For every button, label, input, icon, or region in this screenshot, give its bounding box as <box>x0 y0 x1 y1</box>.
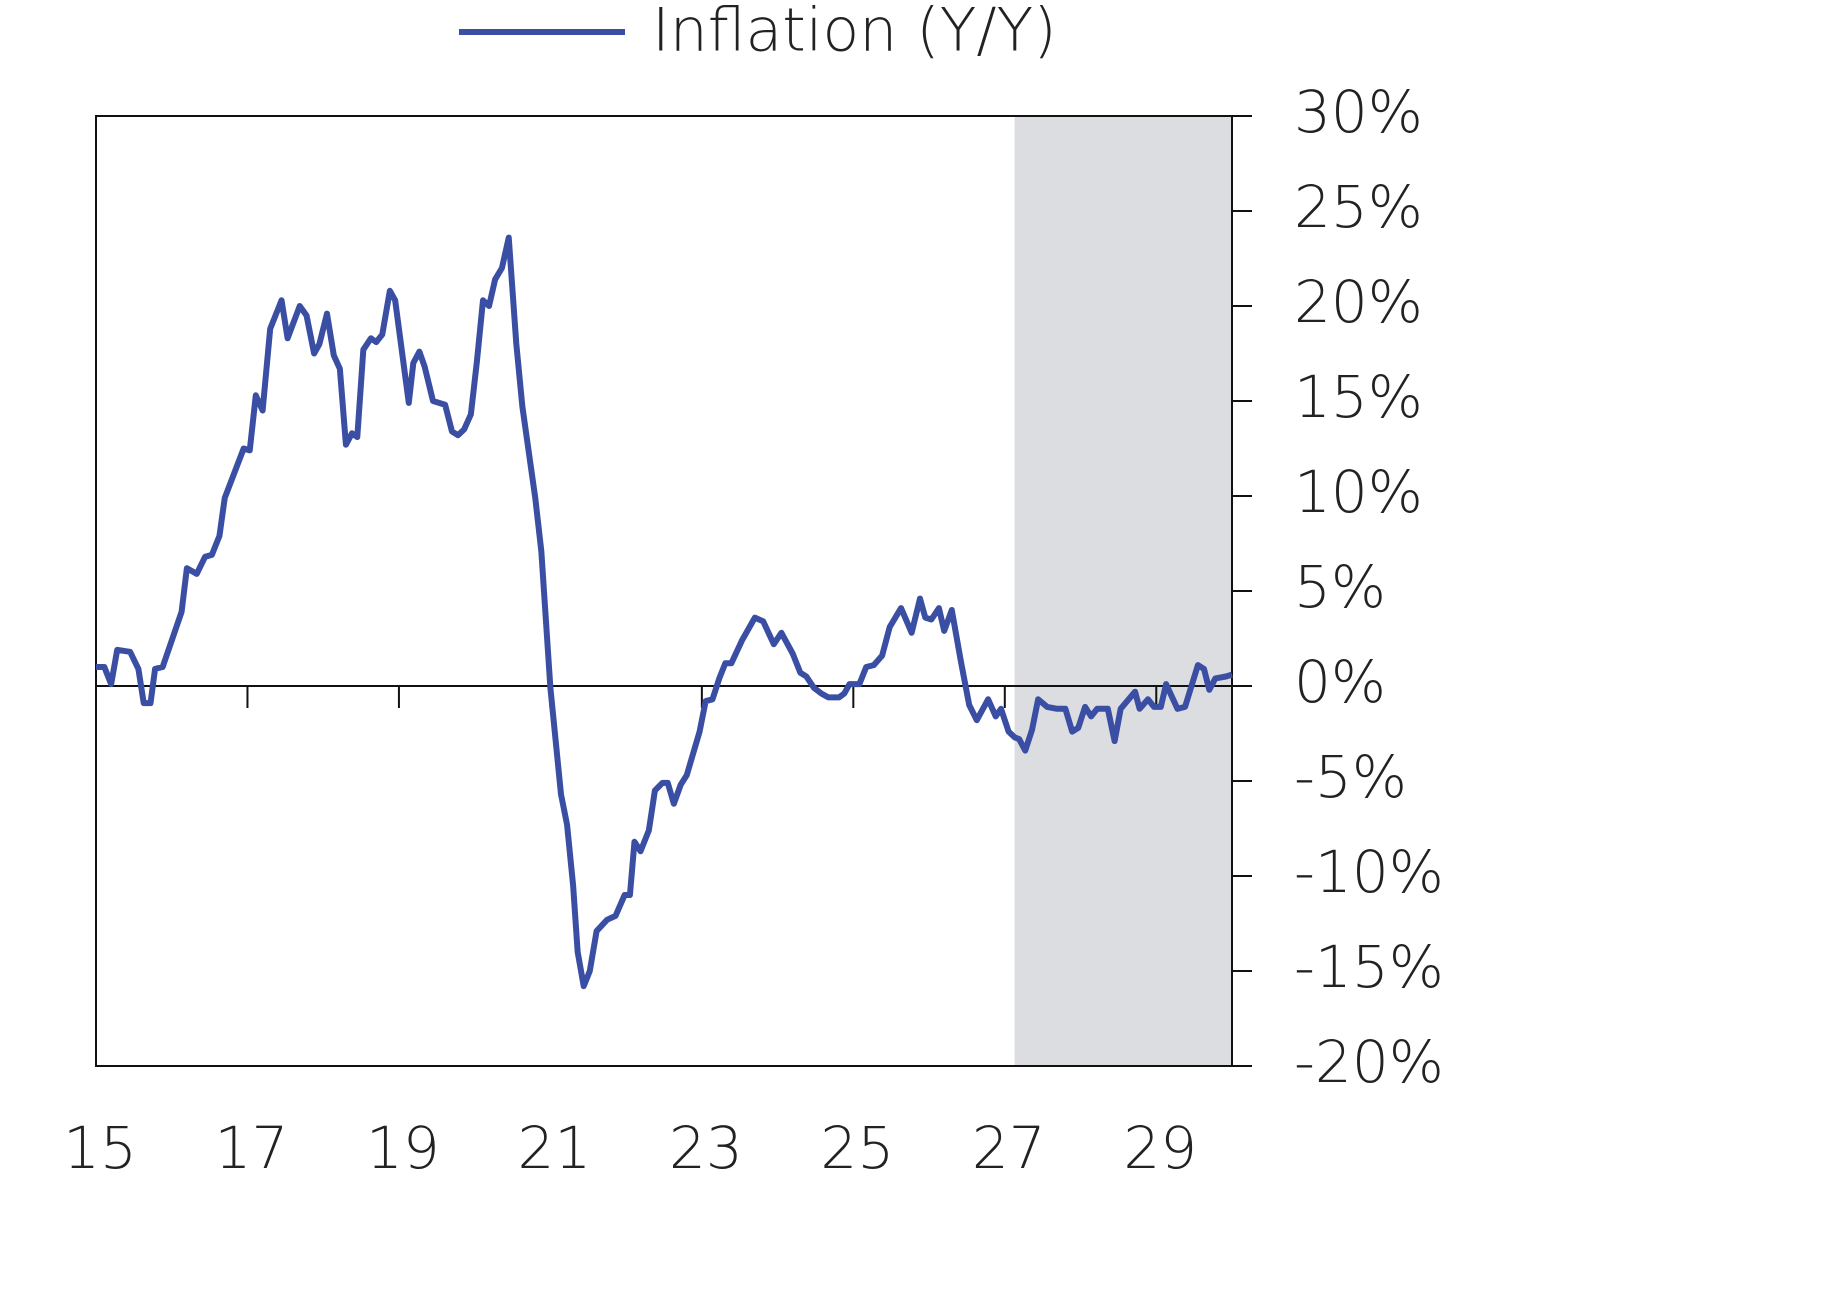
x-tick-label: 15 <box>63 1114 137 1182</box>
y-tick-label: 20% <box>1294 268 1423 336</box>
x-tick-label: 19 <box>366 1114 440 1182</box>
y-tick-label: 5% <box>1294 553 1386 621</box>
x-tick-label: 27 <box>972 1114 1046 1182</box>
series-line <box>96 234 1233 990</box>
y-tick-label: 0% <box>1294 648 1386 716</box>
y-tick-label: -10% <box>1294 838 1444 906</box>
y-tick-label: -20% <box>1294 1028 1444 1096</box>
x-tick-label: 17 <box>215 1114 289 1182</box>
y-tick-label: 25% <box>1294 173 1423 241</box>
x-tick-label: 21 <box>517 1114 591 1182</box>
forecast-shade <box>1014 116 1232 1066</box>
y-tick-label: 10% <box>1294 458 1423 526</box>
legend-label: Inflation (Y/Y) <box>652 0 1057 66</box>
y-tick-label: 30% <box>1294 78 1423 146</box>
y-tick-label: -5% <box>1294 743 1407 811</box>
y-tick-label: 15% <box>1294 363 1423 431</box>
x-tick-label: 23 <box>669 1114 743 1182</box>
y-tick-label: -15% <box>1294 933 1444 1001</box>
x-tick-label: 25 <box>820 1114 894 1182</box>
x-tick-label: 29 <box>1123 1114 1197 1182</box>
